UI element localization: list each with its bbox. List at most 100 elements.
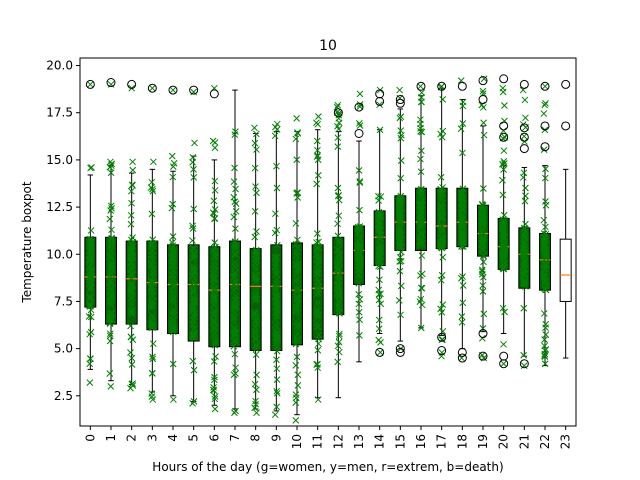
data-point — [293, 115, 300, 122]
data-point — [458, 223, 465, 231]
data-point — [273, 301, 281, 309]
data-point — [191, 334, 198, 342]
data-point — [294, 322, 302, 330]
data-point — [251, 233, 259, 241]
data-point — [521, 96, 529, 104]
data-point — [106, 215, 114, 223]
data-point — [127, 322, 134, 330]
data-point — [418, 231, 426, 239]
data-point — [417, 124, 424, 132]
data-point — [314, 298, 322, 306]
data-point — [397, 257, 405, 265]
data-point — [253, 295, 261, 303]
data-point — [417, 222, 425, 229]
data-point — [190, 312, 198, 320]
data-point — [541, 101, 548, 109]
data-point — [500, 228, 508, 235]
data-point — [273, 356, 280, 364]
data-point — [542, 165, 549, 173]
data-point — [127, 349, 134, 356]
outlier-point — [375, 347, 385, 357]
data-point — [230, 213, 238, 221]
data-point — [418, 229, 426, 237]
x-tick-label: 4 — [166, 434, 180, 442]
data-point — [478, 268, 486, 275]
x-tick-label: 19 — [476, 434, 490, 449]
outlier-point — [354, 128, 364, 138]
data-point — [542, 198, 549, 205]
data-point — [107, 313, 114, 321]
outlier-point — [499, 132, 509, 142]
data-point — [417, 186, 425, 194]
data-point — [315, 323, 322, 331]
data-point — [230, 342, 238, 350]
data-point — [129, 158, 136, 166]
data-point — [293, 330, 301, 338]
x-tick-label: 6 — [207, 434, 221, 442]
data-point — [86, 300, 94, 308]
data-point — [210, 317, 218, 325]
box — [559, 238, 572, 302]
outlier-point — [561, 79, 571, 89]
box-group-16 — [415, 81, 427, 332]
data-point — [417, 205, 425, 213]
plot-area — [79, 57, 577, 427]
data-point — [231, 309, 239, 317]
data-point — [149, 320, 157, 327]
data-point — [293, 295, 301, 303]
data-point — [480, 310, 488, 318]
data-point — [395, 210, 403, 218]
data-point — [210, 286, 218, 294]
data-point — [189, 262, 197, 270]
outlier-point — [354, 102, 364, 112]
data-point — [335, 239, 343, 247]
data-point — [334, 192, 342, 200]
x-tick-label: 15 — [393, 434, 407, 449]
data-point — [212, 353, 219, 360]
data-point — [86, 294, 94, 302]
data-point — [292, 391, 300, 398]
data-point — [356, 179, 364, 187]
data-point — [190, 245, 198, 252]
data-point — [354, 230, 362, 238]
data-point — [106, 332, 114, 340]
data-point — [127, 220, 135, 228]
data-point — [148, 390, 155, 397]
data-point — [191, 278, 199, 286]
data-point — [212, 324, 219, 331]
data-point — [293, 156, 301, 164]
data-point — [87, 227, 95, 234]
data-point — [211, 395, 219, 403]
data-point — [375, 296, 383, 304]
data-point — [253, 228, 260, 235]
data-point — [522, 248, 529, 256]
data-point — [418, 270, 426, 278]
data-point — [107, 271, 115, 278]
data-point — [107, 253, 115, 261]
data-point — [335, 348, 343, 356]
data-point — [253, 146, 260, 153]
data-point — [232, 200, 240, 208]
data-point — [191, 251, 198, 259]
data-point — [272, 287, 280, 295]
data-point — [480, 252, 487, 260]
data-point — [417, 168, 425, 176]
data-point — [354, 253, 362, 260]
data-point — [416, 242, 424, 250]
data-point — [211, 139, 219, 146]
data-point — [86, 294, 93, 302]
data-point — [313, 291, 320, 299]
data-point — [148, 246, 156, 254]
box-group-3 — [146, 83, 159, 403]
data-point — [395, 229, 403, 237]
data-point — [191, 299, 199, 307]
data-point — [480, 119, 487, 127]
outlier-point — [375, 89, 385, 99]
data-point — [211, 308, 219, 316]
data-point — [272, 327, 279, 334]
x-tick-label: 2 — [125, 434, 139, 442]
data-point — [253, 386, 260, 394]
data-point — [313, 250, 321, 258]
data-point — [522, 192, 529, 200]
data-point — [438, 195, 445, 203]
